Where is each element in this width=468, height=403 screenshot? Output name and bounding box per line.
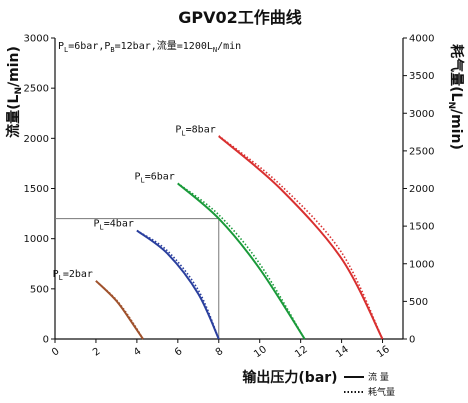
y-left-tick-label: 2500 bbox=[24, 84, 49, 95]
y-right-tick-label: 4000 bbox=[409, 34, 434, 45]
curve-label: PL=8bar bbox=[175, 124, 215, 137]
y-right-tick-label: 3500 bbox=[409, 71, 434, 82]
air-consumption-curve bbox=[136, 229, 220, 340]
y-right-tick-label: 2500 bbox=[409, 146, 434, 157]
y-left-tick-label: 3000 bbox=[24, 34, 49, 45]
y-left-tick-label: 0 bbox=[43, 335, 49, 346]
y-left-tick-label: 1500 bbox=[24, 184, 49, 195]
curves bbox=[95, 135, 384, 340]
y-right-tick-label: 500 bbox=[409, 297, 428, 308]
curve-label: PL=6bar bbox=[134, 171, 174, 184]
flow-curve bbox=[136, 229, 220, 340]
x-tick-label: 4 bbox=[132, 346, 144, 359]
x-tick-label: 0 bbox=[50, 346, 62, 359]
air-consumption-curve bbox=[95, 280, 144, 340]
x-tick-label: 10 bbox=[252, 344, 269, 360]
x-tick-label: 12 bbox=[293, 344, 310, 360]
y-right-tick-label: 1000 bbox=[409, 259, 434, 270]
axes: 0 500 1000 1500 2000 2500 3000 0 500 1000 1500 2000… bbox=[24, 34, 435, 361]
air-consumption-curve bbox=[218, 135, 384, 340]
x-axis-title: 输出压力(bar) bbox=[242, 369, 337, 386]
x-tick-label: 2 bbox=[91, 346, 103, 359]
svg-text:耗气量(LN/min): 耗气量(LN/min) bbox=[446, 44, 465, 150]
x-tick-label: 16 bbox=[375, 344, 392, 360]
flow-curve bbox=[177, 182, 306, 340]
legend-flow-label: 流 量 bbox=[368, 371, 389, 383]
x-tick-label: 6 bbox=[173, 346, 185, 359]
x-tick-label: 14 bbox=[334, 344, 351, 360]
legend: 流 量 耗气量 bbox=[344, 371, 395, 398]
y-right-tick-label: 2000 bbox=[409, 184, 434, 195]
y-left-tick-label: 1000 bbox=[24, 234, 49, 245]
y-right-tick-label: 3000 bbox=[409, 109, 434, 120]
air-consumption-curve bbox=[177, 182, 306, 340]
y-right-tick-label: 1500 bbox=[409, 222, 434, 233]
curve-label: PL=4bar bbox=[94, 219, 134, 232]
reference-lines bbox=[55, 218, 220, 339]
condition-note: PL=6bar,PB=12bar,流量=1200LN/min bbox=[58, 39, 241, 54]
y-left-tick-label: 2000 bbox=[24, 134, 49, 145]
curve-label: PL=2bar bbox=[53, 269, 93, 282]
flow-curve bbox=[95, 280, 144, 340]
y-axis-right-title: 耗气量(LN/min) bbox=[446, 44, 465, 150]
y-right-tick-label: 0 bbox=[409, 335, 415, 346]
x-tick-label: 8 bbox=[214, 346, 226, 359]
y-axis-left-title: 流量(LN/min) bbox=[5, 46, 24, 138]
svg-text:流量(LN/min): 流量(LN/min) bbox=[5, 46, 24, 138]
legend-air-label: 耗气量 bbox=[368, 386, 395, 398]
flow-curve bbox=[218, 135, 384, 340]
chart-title: GPV02工作曲线 bbox=[178, 8, 302, 27]
y-left-tick-label: 500 bbox=[30, 284, 49, 295]
curve-labels: PL=2bar PL=4bar PL=6bar PL=8bar bbox=[53, 124, 216, 281]
